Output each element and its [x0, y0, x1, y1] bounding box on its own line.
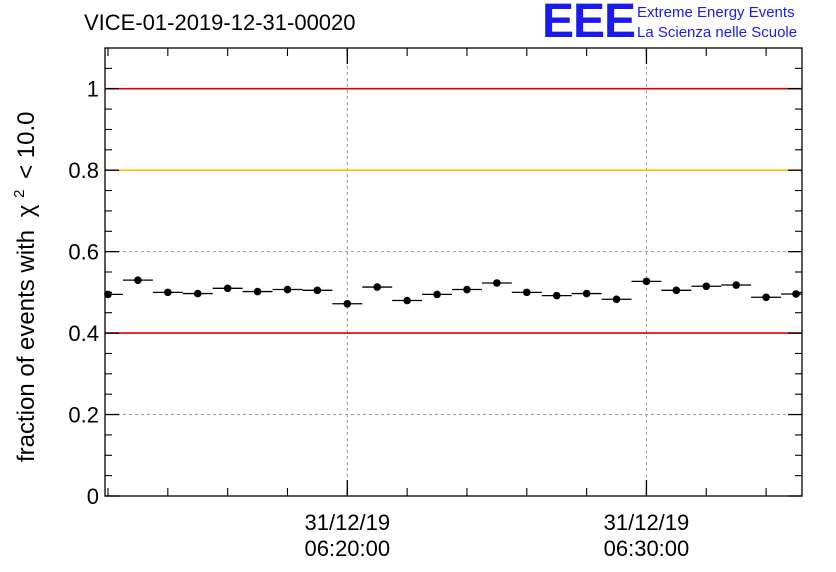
data-point: [134, 276, 142, 284]
data-point: [403, 296, 411, 305]
y-tick-label: 0.6: [68, 240, 99, 265]
data-point: [343, 299, 352, 308]
axis-ticks: [105, 48, 802, 497]
data-point: [762, 293, 770, 302]
data-point: [253, 287, 262, 296]
data-point: [373, 283, 382, 291]
data-point: [672, 286, 681, 295]
data-point: [552, 291, 561, 300]
y-tick-label: 0.8: [68, 158, 99, 183]
axis-labels: 00.20.40.60.8131/12/1906:20:0031/12/1906…: [68, 77, 689, 561]
data-point: [223, 284, 232, 293]
data-point: [642, 277, 651, 286]
logo-text-line1: Extreme Energy Events: [637, 4, 795, 21]
x-tick-label-date: 31/12/19: [604, 510, 690, 535]
data-point: [792, 290, 800, 298]
plot-frame: [104, 47, 803, 497]
data-point: [313, 286, 322, 295]
logo-text-line2: La Scienza nelle Scuole: [637, 24, 798, 41]
y-axis-label: fraction of events with χ 2 < 10.0: [3, 112, 40, 463]
data-point: [612, 295, 621, 304]
chart-title: VICE-01-2019-12-31-00020: [84, 10, 356, 35]
y-tick-label: 0.2: [68, 403, 99, 428]
data-point: [164, 288, 172, 297]
x-tick-label-time: 06:30:00: [604, 536, 690, 561]
data-point: [702, 282, 711, 291]
data-point: [463, 285, 471, 294]
eee-logo: EEE: [542, 0, 636, 48]
reference-lines: [105, 87, 802, 334]
data-point: [193, 289, 202, 298]
y-tick-label: 1: [87, 77, 99, 102]
data-point: [582, 289, 591, 298]
data-point: [522, 288, 531, 297]
y-tick-label: 0.4: [68, 321, 99, 346]
data-points: [104, 276, 802, 308]
x-tick-label-date: 31/12/19: [304, 510, 390, 535]
data-point: [433, 290, 441, 299]
grid-lines: [105, 48, 802, 496]
data-point: [732, 281, 740, 289]
x-tick-label-time: 06:20:00: [304, 536, 390, 561]
data-point: [493, 279, 501, 287]
y-tick-label: 0: [87, 484, 99, 509]
data-point: [283, 285, 292, 294]
